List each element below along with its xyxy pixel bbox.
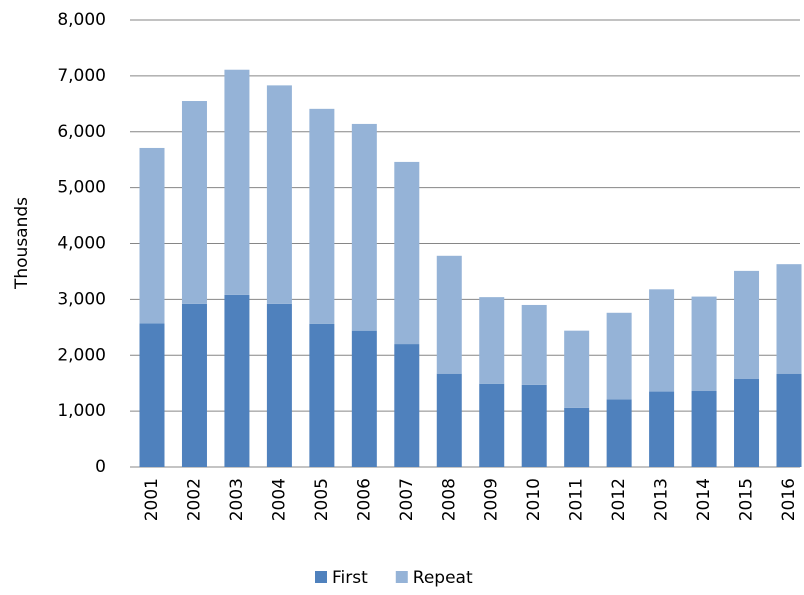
y-tick-label: 5,000 — [57, 178, 106, 198]
bar-segment — [691, 391, 717, 467]
y-tick-label: 8,000 — [57, 10, 106, 30]
bar-segment — [351, 330, 377, 467]
x-tick-label: 2004 — [269, 478, 289, 521]
bar-segment — [521, 384, 547, 467]
x-tick-label: 2007 — [397, 478, 417, 521]
bar-segment — [564, 330, 590, 408]
bar-segment — [649, 289, 675, 392]
y-tick-label: 4,000 — [57, 234, 106, 254]
bar-segment — [734, 378, 760, 467]
x-tick-label: 2009 — [482, 478, 502, 521]
x-tick-label: 2012 — [609, 478, 629, 521]
bar-segment — [224, 69, 250, 295]
bar-segment — [606, 312, 632, 400]
x-tick-label: 2011 — [567, 478, 587, 521]
x-tick-label: 2013 — [652, 478, 672, 521]
x-tick-label: 2010 — [524, 478, 544, 521]
bar-segment — [224, 294, 250, 467]
legend-label: First — [332, 568, 368, 588]
y-axis-title: Thousands — [12, 197, 32, 290]
x-tick-label: 2014 — [694, 478, 714, 521]
bar-segment — [606, 399, 632, 467]
bar-segment — [394, 161, 420, 345]
bar-segment — [564, 407, 590, 467]
bar-segment — [309, 108, 335, 324]
x-tick-label: 2003 — [227, 478, 247, 521]
y-tick-label: 2,000 — [57, 345, 106, 365]
x-tick-label: 2006 — [354, 478, 374, 521]
y-tick-label: 6,000 — [57, 122, 106, 142]
y-tick-label: 3,000 — [57, 289, 106, 309]
bar-segment — [351, 123, 377, 331]
x-tick-label: 2005 — [312, 478, 332, 521]
x-tick-label: 2002 — [184, 478, 204, 521]
y-tick-label: 1,000 — [57, 401, 106, 421]
x-tick-label: 2015 — [737, 478, 757, 521]
bar-segment — [436, 373, 462, 467]
bar-segment — [691, 296, 717, 392]
bar-segment — [139, 323, 165, 467]
bar-segment — [266, 85, 292, 304]
bar-segment — [181, 303, 207, 467]
x-tick-label: 2001 — [142, 478, 162, 521]
x-tick-label: 2008 — [439, 478, 459, 521]
bar-segment — [436, 255, 462, 374]
bar-segment — [181, 101, 207, 304]
legend-swatch — [315, 571, 327, 583]
bar-segment — [521, 304, 547, 385]
y-tick-label: 7,000 — [57, 66, 106, 86]
x-tick-label: 2016 — [779, 478, 799, 521]
bar-segment — [394, 344, 420, 467]
bar-segment — [479, 297, 505, 384]
bar-segment — [479, 383, 505, 467]
bar-segment — [139, 147, 165, 324]
legend-label: Repeat — [413, 568, 473, 588]
bar-segment — [309, 323, 335, 467]
bar-segment — [649, 391, 675, 467]
legend-swatch — [395, 571, 408, 583]
bar-segment — [734, 270, 760, 379]
bar-segment — [776, 264, 802, 374]
bar-segment — [776, 373, 802, 467]
y-tick-label: 0 — [95, 457, 106, 477]
bar-segment — [266, 303, 292, 467]
